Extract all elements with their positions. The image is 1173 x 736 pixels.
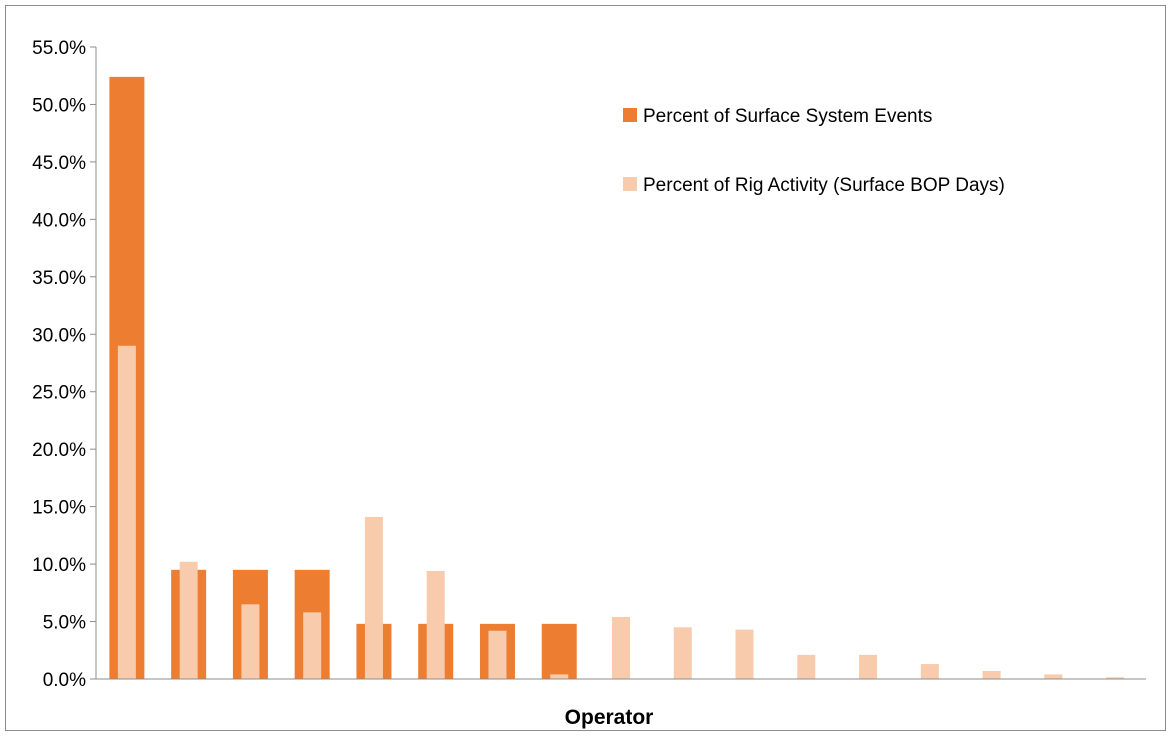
y-tick-label: 20.0% (32, 440, 86, 461)
bar-rig-activity (612, 616, 630, 679)
legend-label-series-2: Percent of Rig Activity (Surface BOP Day… (643, 175, 1005, 196)
bar-rig-activity (241, 604, 260, 679)
bar-surface-system-events (541, 623, 577, 679)
legend: Percent of Surface System Events Percent… (623, 106, 1005, 196)
y-tick-label: 15.0% (32, 498, 86, 519)
bar-rig-activity (117, 345, 136, 679)
legend-swatch-series-2 (623, 177, 637, 191)
y-axis: 0.0% 5.0% 10.0% 15.0% 20.0% 25.0% 30.0% 35.0% 40… (32, 38, 97, 691)
y-tick-label: 30.0% (32, 325, 86, 346)
y-tick-label: 0.0% (43, 670, 86, 691)
y-tick-label: 10.0% (32, 555, 86, 576)
bar-rig-activity (859, 654, 878, 679)
legend-label-series-1: Percent of Surface System Events (643, 106, 932, 127)
bar-rig-activity (179, 561, 198, 679)
bar-rig-activity (673, 627, 692, 679)
bar-rig-activity (982, 670, 1001, 679)
bar-rig-activity (364, 516, 383, 679)
bar-rig-activity (426, 570, 445, 679)
bar-rig-activity (920, 664, 939, 679)
bars (109, 76, 1125, 680)
y-tick-label: 5.0% (43, 613, 86, 634)
bar-rig-activity (735, 629, 754, 679)
y-tick-label: 45.0% (32, 153, 86, 174)
x-axis-label: Operator (565, 706, 654, 729)
bar-rig-activity (1044, 674, 1063, 679)
bar-rig-activity (488, 630, 507, 679)
bar-rig-activity (550, 674, 569, 679)
bar-rig-activity (797, 654, 816, 679)
y-tick-label: 40.0% (32, 210, 86, 231)
bar-rig-activity (1106, 677, 1125, 679)
bar-rig-activity (303, 612, 322, 679)
y-tick-label: 25.0% (32, 383, 86, 404)
y-tick-label: 55.0% (32, 38, 86, 59)
y-tick-label: 50.0% (32, 95, 86, 116)
y-tick-label: 35.0% (32, 268, 86, 289)
legend-swatch-series-1 (623, 108, 637, 122)
